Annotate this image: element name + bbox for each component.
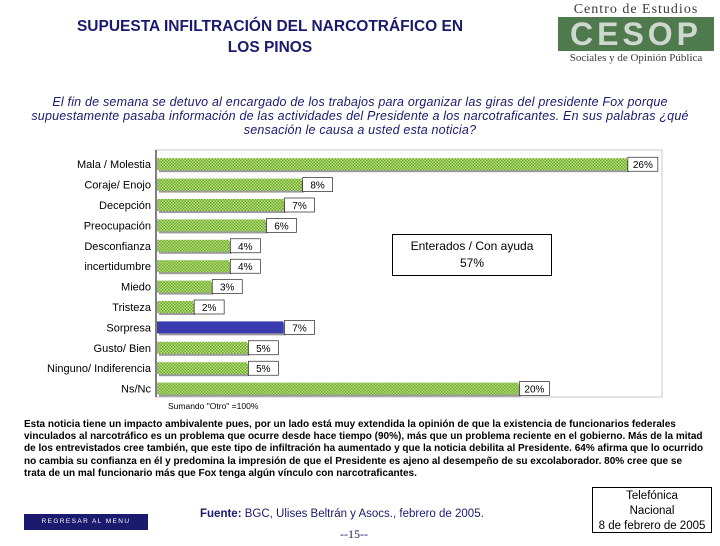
value-label-box — [193, 299, 225, 315]
chart-note: Sumando "Otro" =100% — [168, 401, 259, 411]
value-label: 26% — [633, 160, 653, 171]
value-label: 7% — [292, 201, 307, 212]
bar — [157, 219, 266, 232]
title-line-2: LOS PINOS — [227, 39, 313, 56]
page-number: --15-- — [340, 527, 368, 541]
callout-line-1: Enterados / Con ayuda — [410, 239, 534, 253]
analysis-text: Esta noticia tiene un impacto ambivalent… — [24, 419, 704, 479]
cesop-logo: Centro de Estudios CESOP Sociales y de O… — [556, 2, 716, 68]
bar — [157, 362, 248, 375]
source-label: Fuente: — [200, 508, 242, 520]
bar — [157, 178, 302, 191]
value-label-box — [284, 320, 315, 335]
bar — [157, 341, 248, 354]
logo-background — [558, 17, 714, 51]
value-label: 5% — [256, 364, 271, 375]
survey-question: El fin de semana se detuvo al encargado … — [31, 95, 689, 137]
source-text: BGC, Ulises Beltrán y Asocs., febrero de… — [244, 508, 484, 520]
value-label-box — [229, 258, 261, 274]
bar — [157, 239, 230, 252]
value-label-box — [248, 340, 279, 356]
category-label: Ninguno/ Indiferencia — [47, 363, 152, 375]
category-label: Mala / Molestia — [77, 159, 152, 171]
logo-bottom-text: Sociales y de Opinión Pública — [569, 52, 703, 64]
survey-date: 8 de febrero de 2005 — [598, 520, 706, 532]
category-label: Coraje/ Enojo — [84, 180, 151, 192]
bar — [157, 301, 194, 313]
value-label: 8% — [310, 181, 325, 192]
bar — [157, 382, 519, 395]
value-label-box — [229, 238, 261, 254]
page-title: SUPUESTA INFILTRACIÓN DEL NARCOTRÁFICO E… — [20, 16, 520, 58]
value-label-box — [302, 177, 333, 192]
category-label: Sorpresa — [106, 322, 152, 334]
survey-type: Telefónica — [626, 490, 678, 502]
logo-top-text: Centro de Estudios — [573, 2, 699, 17]
category-label: Decepción — [99, 200, 151, 212]
bar — [157, 199, 284, 211]
enterados-callout: Enterados / Con ayuda 57% — [392, 234, 552, 276]
title-line-1: SUPUESTA INFILTRACIÓN DEL NARCOTRÁFICO E… — [76, 18, 464, 35]
bar — [157, 158, 627, 171]
value-label: 20% — [524, 385, 544, 396]
bar — [157, 321, 284, 334]
bar — [157, 280, 212, 293]
category-label: Desconfianza — [84, 241, 152, 253]
callout-line-2: 57% — [459, 256, 485, 270]
value-label: 3% — [220, 283, 235, 294]
bar-chart: Mala / Molestia 26% Coraje/ Enojo 8% Decepci… — [47, 149, 663, 398]
value-label: 2% — [202, 303, 217, 314]
survey-info-box: Telefónica Nacional 8 de febrero de 2005 — [592, 487, 712, 533]
value-label: 5% — [256, 344, 271, 355]
value-label-box — [266, 218, 297, 233]
value-label-box — [284, 197, 315, 213]
category-label: Ns/Nc — [121, 384, 151, 396]
category-label: Gusto/ Bien — [94, 343, 151, 355]
value-label-box — [211, 279, 243, 294]
value-label-box — [248, 360, 279, 376]
bar — [157, 260, 230, 273]
survey-scope: Nacional — [629, 505, 675, 517]
value-label: 4% — [238, 262, 253, 273]
value-label: 7% — [292, 323, 307, 334]
category-label: incertidumbre — [84, 261, 151, 273]
category-label: Preocupación — [84, 220, 151, 232]
back-to-menu-button[interactable]: REGRESAR AL MENU PRINCIPAL — [24, 514, 148, 541]
source-line: Fuente: BGC, Ulises Beltrán y Asocs., fe… — [200, 508, 484, 520]
value-label-box — [627, 156, 659, 172]
value-label: 4% — [238, 242, 253, 253]
value-label: 6% — [274, 221, 289, 232]
value-label-box — [519, 381, 550, 396]
category-label: Tristeza — [112, 302, 152, 314]
category-label: Miedo — [121, 282, 151, 294]
logo-mark: CESOP — [569, 16, 703, 52]
